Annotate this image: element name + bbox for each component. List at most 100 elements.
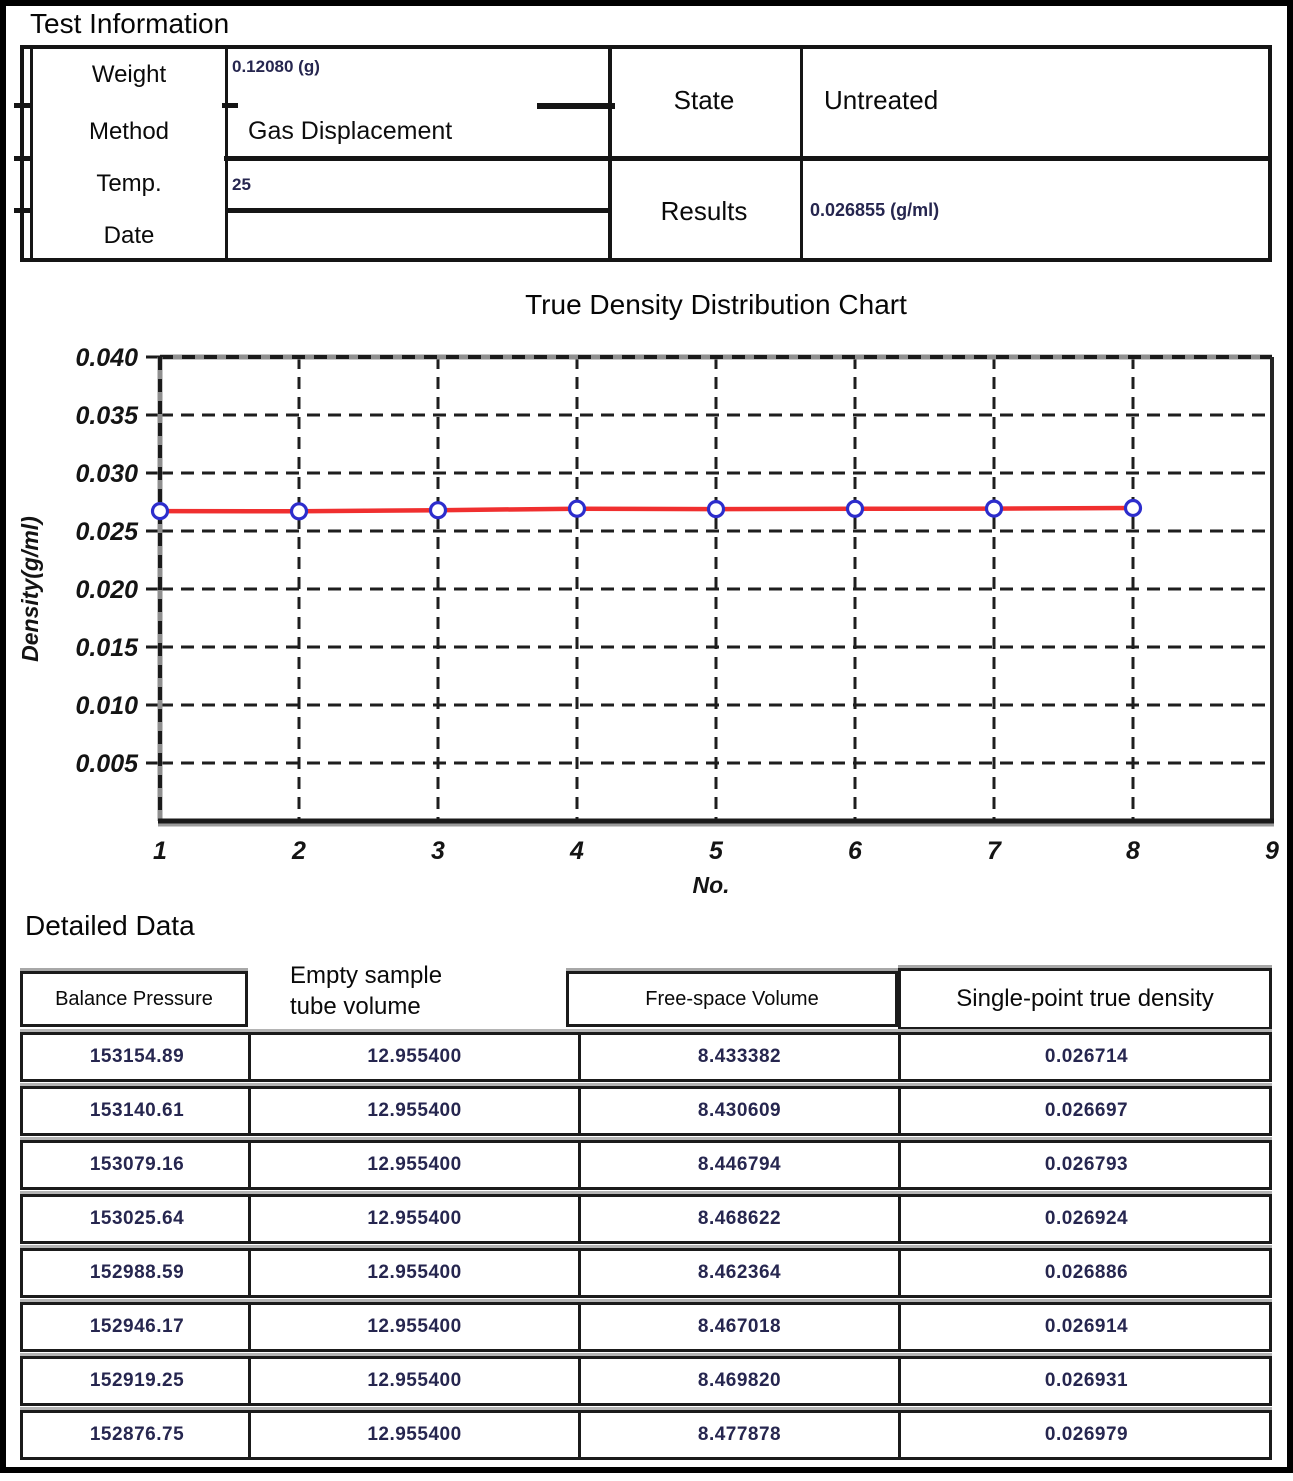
table-cell: 12.955400 [248,1359,578,1403]
data-point-marker [289,502,309,521]
x-tick-label: 6 [848,837,863,865]
detailed-data-table: Balance Pressure Empty sample tube volum… [6,962,1287,1467]
x-tick-label: 9 [1265,837,1279,865]
x-tick-label: 7 [987,837,1002,865]
table-cell: 152988.59 [89,1262,185,1283]
data-point-marker [1123,498,1143,518]
data-point-marker [567,499,587,518]
chart-title: True Density Distribution Chart [525,289,907,320]
info-label-column-border [30,45,228,262]
header-empty-sample-tube-volume: Empty sample tube volume [290,962,443,1020]
weight-label: Weight [91,61,167,88]
table-cell: 153154.89 [89,1046,185,1067]
table-row: 153025.64 12.955400 8.468622 0.026924 [20,1194,1272,1244]
x-tick-label: 1 [153,837,167,865]
data-point-marker [706,500,726,519]
table-row: 153140.61 12.955400 8.430609 0.026697 [20,1086,1272,1136]
method-label: Method [88,118,170,145]
table-cell: 0.026979 [898,1413,1272,1457]
table-cell: 12.955400 [248,1251,578,1295]
table-cell: 12.955400 [248,1413,578,1457]
data-point-marker [150,502,170,521]
table-cell: 0.026697 [898,1089,1272,1133]
table-row: 153154.89 12.955400 8.433382 0.026714 [20,1032,1272,1082]
table-cell: 8.467018 [578,1305,898,1349]
info-tick-left-3 [14,208,30,213]
info-divider-state-results [224,156,1269,161]
density-series-line [159,505,1134,514]
results-value: 0.026855 (g/ml) [810,200,940,220]
x-tick-label: 2 [291,837,306,865]
test-information-heading: Test Information [30,8,230,39]
state-value: Untreated [824,85,939,115]
y-tick-label: 0.035 [75,402,139,430]
y-tick-label: 0.040 [75,344,138,372]
table-cell: 12.955400 [248,1035,578,1079]
header-free-space-volume: Free-space Volume [566,971,898,1027]
table-cell: 8.430609 [578,1089,898,1133]
results-label: Results [660,196,748,226]
info-divider-vertical-2 [800,45,803,262]
table-cell: 8.446794 [578,1143,898,1187]
table-row: 152876.75 12.955400 8.477878 0.026979 [20,1410,1272,1460]
table-row: 152946.17 12.955400 8.467018 0.026914 [20,1302,1272,1352]
header-balance-pressure: Balance Pressure [20,971,248,1027]
y-tick-label: 0.015 [75,634,139,662]
header-single-point-true-density: Single-point true density [898,968,1272,1030]
x-tick-label: 4 [569,837,584,865]
table-cell: 12.955400 [248,1089,578,1133]
info-tick-inner [222,103,238,108]
y-tick-label: 0.025 [75,518,139,546]
table-cell: 153079.16 [89,1154,185,1175]
data-point-marker [984,499,1004,518]
weight-value: 0.12080 (g) [232,57,320,76]
info-divider-vertical-1 [608,45,612,262]
table-cell: 0.026793 [898,1143,1272,1187]
info-tick-left-1 [14,103,30,108]
y-tick-label: 0.030 [75,460,138,488]
date-label: Date [103,222,155,249]
method-value: Gas Displacement [248,117,453,145]
y-tick-label: 0.005 [75,750,139,778]
info-table-outer-border [20,45,1272,262]
info-tick-left-2 [14,156,30,161]
table-cell: 8.469820 [578,1359,898,1403]
table-row: 152988.59 12.955400 8.462364 0.026886 [20,1248,1272,1298]
x-axis-label: No. [692,872,729,898]
table-cell: 8.477878 [578,1413,898,1457]
density-chart-section: True Density Distribution Chart 0.005 0.0… [6,283,1287,908]
x-tick-label: 8 [1126,837,1140,865]
density-distribution-chart: 0.005 0.010 0.015 0.020 0.025 0.030 0.035 0.040… [17,344,1279,898]
table-cell: 152876.75 [89,1424,185,1445]
table-cell: 8.468622 [578,1197,898,1241]
table-cell: 12.955400 [248,1305,578,1349]
table-cell: 8.462364 [578,1251,898,1295]
y-tick-label: 0.010 [75,692,138,720]
table-row: 152919.25 12.955400 8.469820 0.026931 [20,1356,1272,1406]
info-divider-weight-method-partial [537,103,615,109]
table-cell: 0.026924 [898,1197,1272,1241]
state-label: State [673,85,735,115]
table-cell: 0.026714 [898,1035,1272,1079]
table-cell: 12.955400 [248,1197,578,1241]
table-cell: 0.026886 [898,1251,1272,1295]
data-point-marker [845,499,865,518]
table-cell: 152946.17 [89,1316,185,1337]
x-tick-label: 5 [709,837,724,865]
test-information-table: Weight Method Temp. Date 0.12080 (g) Gas… [6,45,1287,262]
info-divider-temp-date [228,208,611,213]
temp-label: Temp. [96,170,162,197]
table-cell: 153140.61 [89,1100,185,1121]
table-cell: 8.433382 [578,1035,898,1079]
table-cell: 0.026931 [898,1359,1272,1403]
y-tick-label: 0.020 [75,576,138,604]
data-point-marker [428,501,448,520]
table-cell: 153025.64 [89,1208,185,1229]
temp-value: 25 [232,175,251,194]
table-cell: 152919.25 [89,1370,185,1391]
detailed-data-heading: Detailed Data [25,910,195,941]
table-cell: 12.955400 [248,1143,578,1187]
table-row: 153079.16 12.955400 8.446794 0.026793 [20,1140,1272,1190]
table-cell: 0.026914 [898,1305,1272,1349]
